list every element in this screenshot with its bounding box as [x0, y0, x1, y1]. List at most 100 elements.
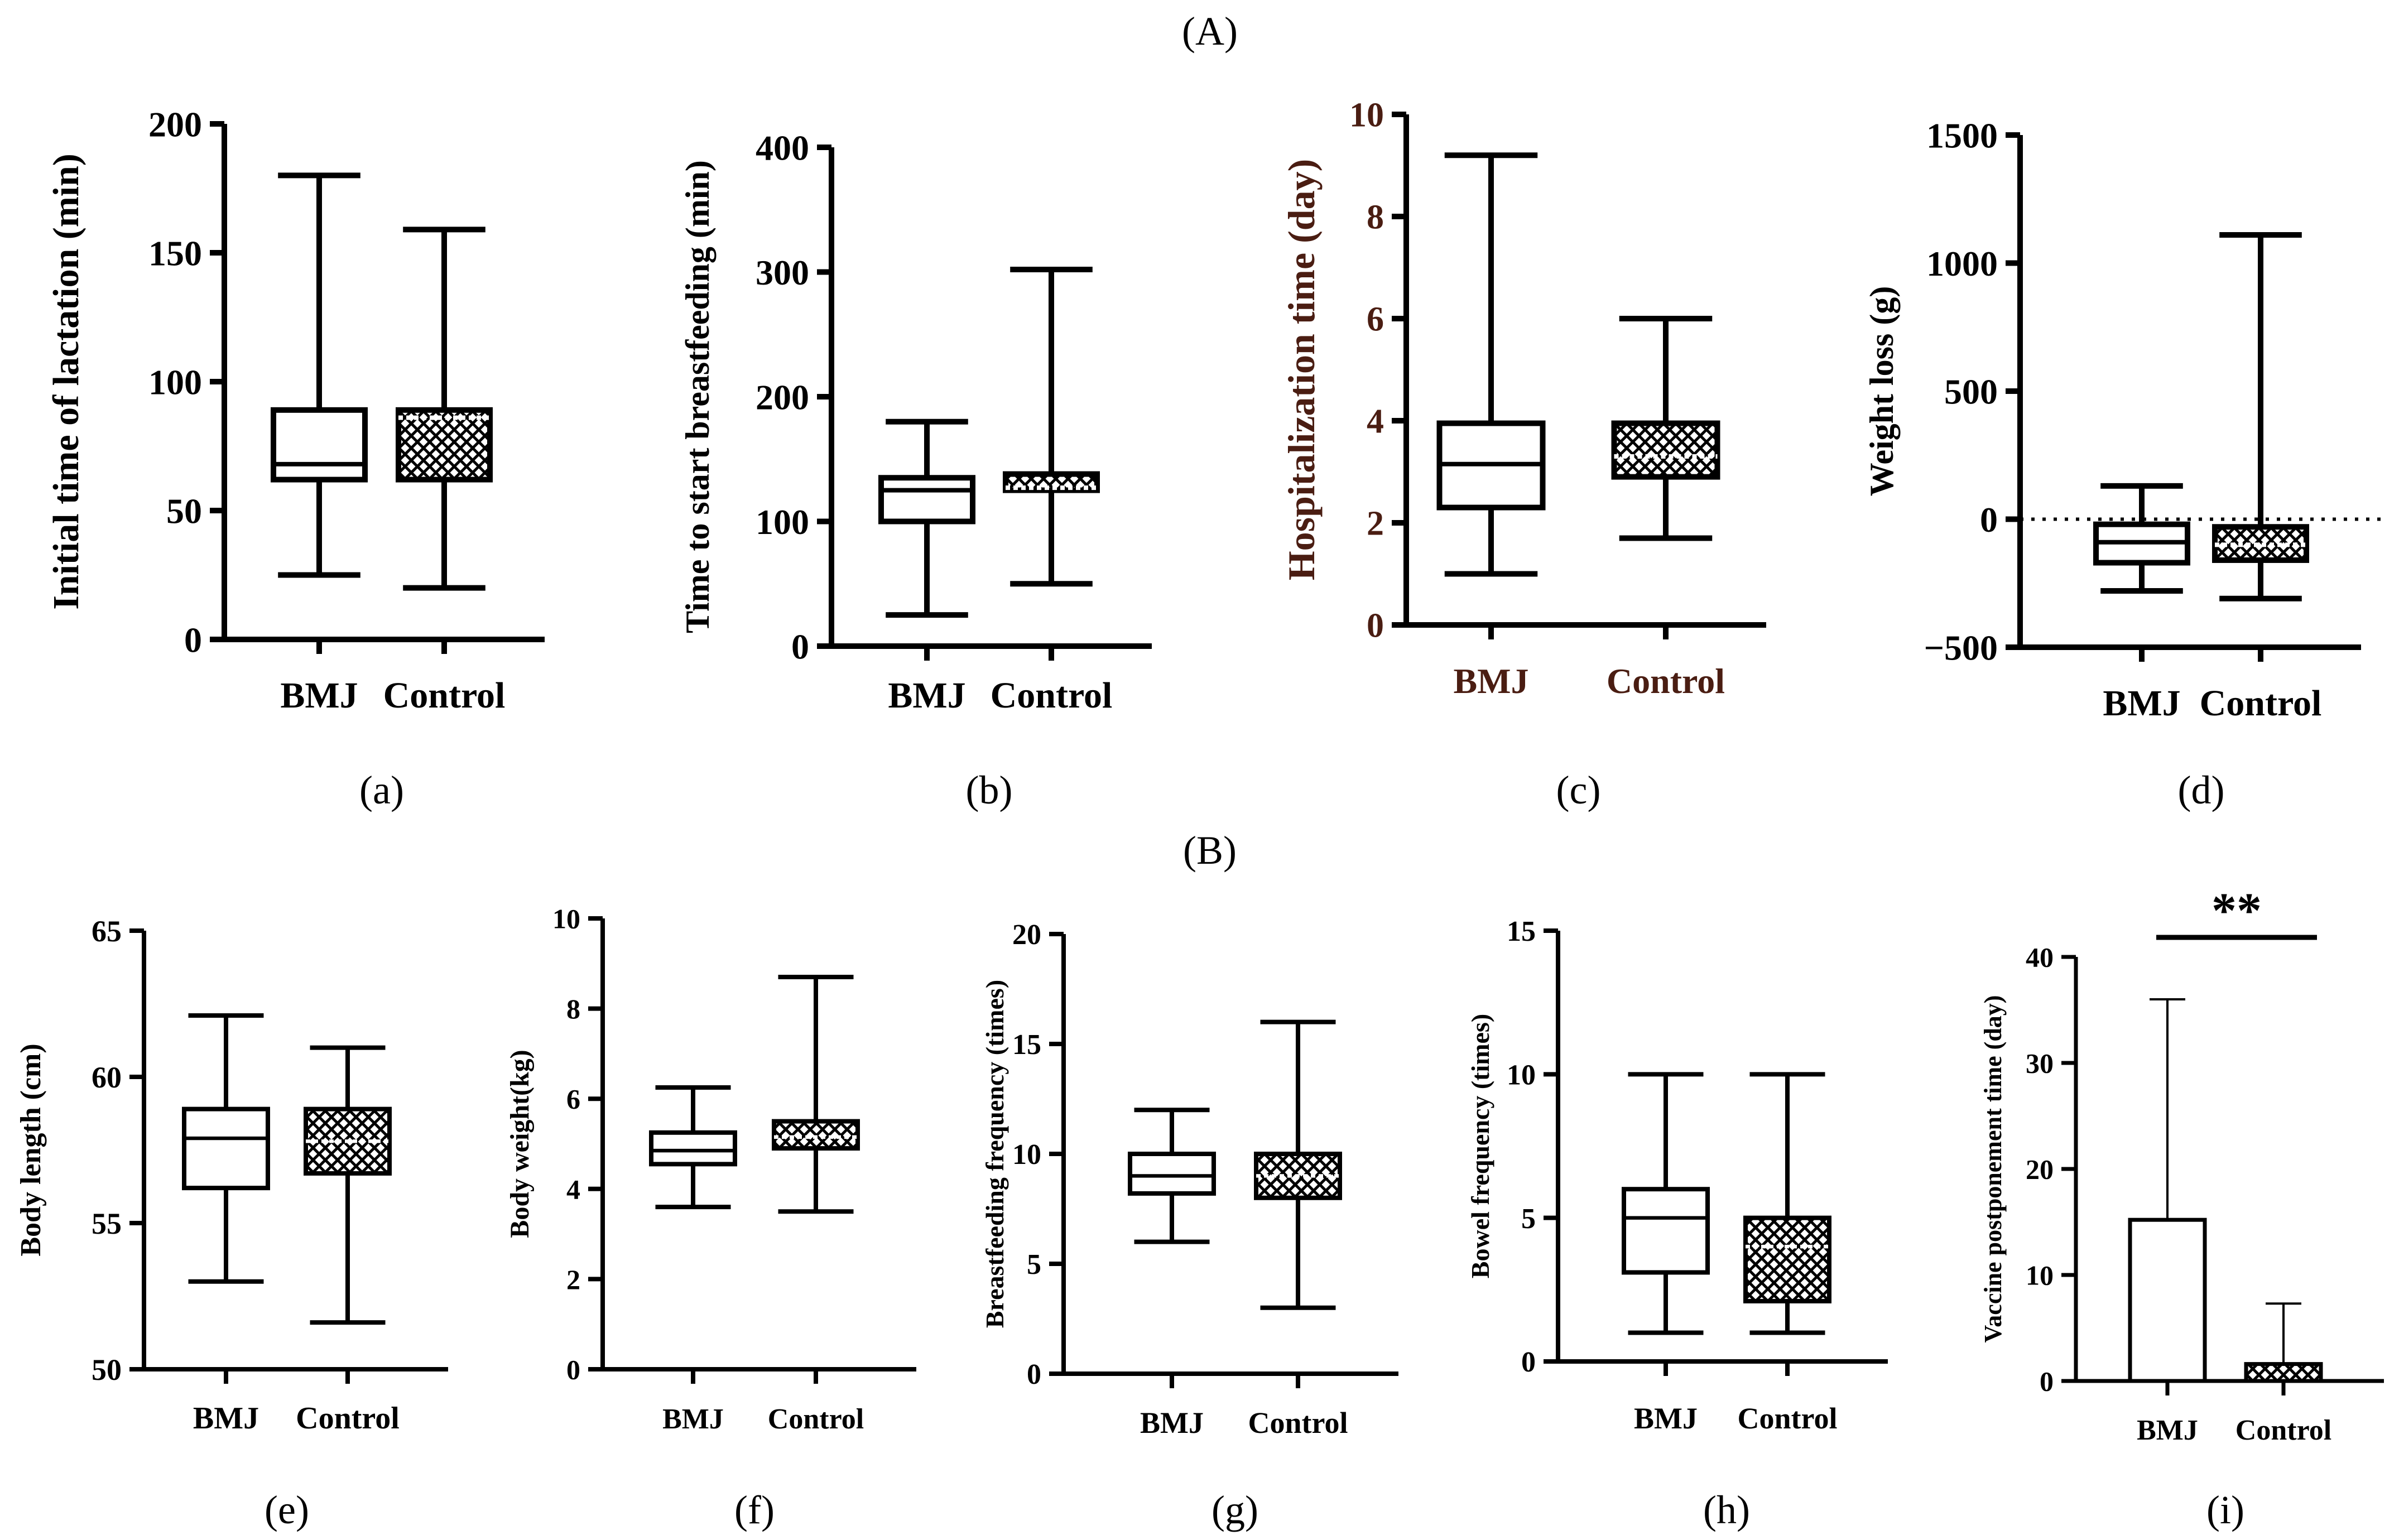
chart-g: 0 5 10 15 20 BMJ Control Breastfeeding frequenc… — [980, 919, 1398, 1532]
section-label-b: (B) — [1183, 828, 1237, 873]
bar-bmj — [2128, 1217, 2207, 1383]
y-tick-label: 8 — [1367, 199, 1384, 237]
y-tick-label: 4 — [566, 1173, 580, 1205]
y-tick-label: 150 — [148, 233, 202, 273]
section-label-a: (A) — [1182, 9, 1238, 54]
y-axis-label: Breastfeeding frequency (times) — [980, 980, 1009, 1328]
y-tick-label: 1000 — [1926, 244, 1998, 283]
chart-f: 0 2 4 6 8 10 BMJ Control Body weight(kg) (f) — [505, 903, 916, 1532]
y-tick-label: 0 — [791, 627, 809, 666]
box-bmj — [878, 475, 975, 524]
box-control — [1611, 420, 1720, 480]
y-tick-label: 400 — [756, 128, 809, 167]
y-tick-label: 10 — [2026, 1260, 2054, 1291]
x-tick-label: BMJ — [1453, 661, 1528, 701]
y-axis-label: Hospitalization time (day) — [1280, 159, 1323, 581]
y-tick-label: 10 — [1507, 1060, 1536, 1091]
box-bmj — [271, 407, 368, 483]
y-tick-label: 0 — [566, 1354, 580, 1385]
x-tick-label: BMJ — [280, 675, 358, 716]
y-tick-label: 1500 — [1926, 116, 1998, 155]
y-tick-label: 20 — [1012, 919, 1041, 951]
chart-d: −500 0 500 1000 1500 BMJ Control Weight loss (g… — [1863, 116, 2383, 812]
panel-label-a: (a) — [359, 768, 404, 812]
x-tick-label: BMJ — [2103, 683, 2180, 724]
y-tick-label: 5 — [1521, 1203, 1536, 1235]
y-tick-label: 10 — [1349, 97, 1384, 134]
panel-label-b: (b) — [966, 768, 1013, 812]
y-axis-label: Time to start breastfeeding (min) — [679, 160, 716, 633]
y-tick-label: 15 — [1507, 916, 1536, 947]
box-control — [2212, 524, 2309, 563]
y-tick-label: 0 — [1980, 500, 1998, 540]
x-tick-label: Control — [2200, 683, 2322, 724]
x-tick-label: BMJ — [193, 1401, 259, 1436]
x-tick-label: Control — [1248, 1406, 1348, 1440]
x-tick-label: BMJ — [888, 675, 965, 716]
x-tick-label: BMJ — [1140, 1406, 1204, 1440]
y-axis-label: Body weight(kg) — [505, 1050, 535, 1238]
y-tick-label: 6 — [566, 1084, 580, 1115]
x-tick-label: BMJ — [2137, 1414, 2198, 1446]
y-tick-label: 65 — [92, 915, 122, 948]
y-axis-label: Body length (cm) — [15, 1043, 47, 1256]
y-tick-label: 10 — [1012, 1139, 1041, 1171]
y-tick-label: 0 — [1521, 1346, 1536, 1378]
y-tick-label: 60 — [92, 1061, 122, 1094]
panel-label-i: (i) — [2206, 1488, 2244, 1532]
significance-marker: ** — [2211, 883, 2262, 939]
panel-label-f: (f) — [734, 1488, 775, 1532]
chart-a: 0 50 100 150 200 BMJ Control Initial time of la… — [46, 104, 545, 812]
x-tick-label: BMJ — [662, 1403, 724, 1435]
y-tick-label: 30 — [2026, 1048, 2054, 1079]
box-bmj — [649, 1130, 737, 1167]
x-tick-label: Control — [1607, 661, 1725, 701]
chart-h: 0 5 10 15 BMJ Control Bowel frequency (times) (… — [1466, 916, 1888, 1532]
y-axis-label: Weight loss (g) — [1863, 286, 1900, 497]
y-tick-label: 4 — [1367, 403, 1384, 441]
y-tick-label: 0 — [1367, 607, 1384, 645]
x-tick-label: Control — [768, 1403, 864, 1435]
y-tick-label: 20 — [2026, 1154, 2054, 1185]
panel-label-d: (d) — [2178, 768, 2225, 812]
chart-b: 0 100 200 300 400 BMJ Control Time to start bre… — [679, 128, 1152, 812]
box-bmj — [182, 1106, 270, 1191]
chart-c: 0 2 4 6 8 10 BMJ Control Hospitalization time (d… — [1280, 97, 1766, 812]
y-tick-label: −500 — [1924, 628, 1998, 667]
y-tick-label: 100 — [756, 502, 809, 542]
box-control — [1003, 471, 1100, 493]
y-axis-label: Vaccine postponement time (day) — [1979, 995, 2007, 1343]
y-tick-label: 200 — [756, 377, 809, 417]
y-tick-label: 2 — [566, 1264, 580, 1295]
x-tick-label: Control — [2235, 1414, 2331, 1446]
box-control — [1743, 1215, 1831, 1303]
box-control — [772, 1119, 860, 1151]
panel-label-g: (g) — [1211, 1488, 1258, 1532]
y-tick-label: 50 — [166, 491, 202, 531]
panel-label-c: (c) — [1556, 768, 1601, 812]
y-tick-label: 5 — [1027, 1249, 1041, 1281]
y-tick-label: 0 — [1027, 1359, 1041, 1390]
panel-label-e: (e) — [265, 1488, 309, 1532]
x-tick-label: BMJ — [1634, 1402, 1698, 1435]
y-tick-label: 200 — [148, 104, 202, 144]
box-bmj — [1128, 1152, 1216, 1196]
y-tick-label: 100 — [148, 362, 202, 402]
y-tick-label: 2 — [1367, 505, 1384, 543]
y-axis-label: Initial time of lactation (min) — [46, 153, 86, 610]
chart-e: 50 55 60 65 BMJ Control Body length (cm) (e) — [15, 915, 448, 1532]
y-tick-label: 55 — [92, 1207, 122, 1240]
chart-i: 0 10 20 30 40 BMJ Control Vaccine postponement … — [1979, 883, 2384, 1532]
y-tick-label: 0 — [2040, 1366, 2054, 1397]
panel-label-h: (h) — [1703, 1488, 1750, 1532]
x-tick-label: Control — [1737, 1402, 1837, 1435]
y-tick-label: 8 — [566, 993, 580, 1024]
y-axis-label: Bowel frequency (times) — [1466, 1014, 1494, 1278]
y-tick-label: 6 — [1367, 301, 1384, 339]
y-tick-label: 300 — [756, 253, 809, 292]
bar-control — [2244, 1362, 2323, 1383]
box-control — [396, 407, 493, 483]
y-tick-label: 50 — [92, 1353, 122, 1387]
